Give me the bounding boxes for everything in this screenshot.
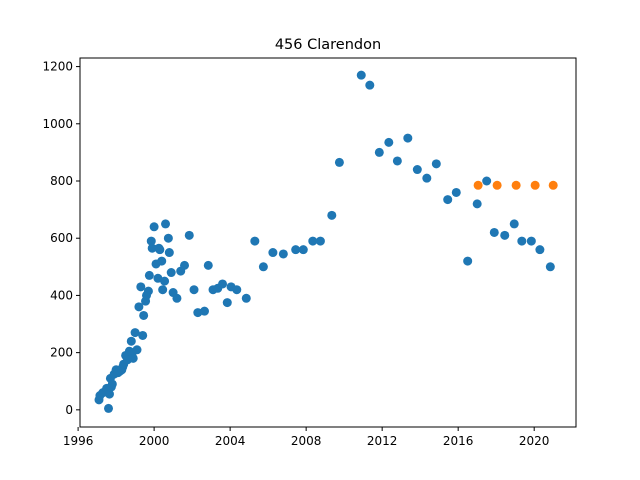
data-point-s0-71: [334, 157, 344, 167]
data-point-s0-90: [526, 236, 536, 246]
data-point-s0-62: [250, 236, 260, 246]
data-point-s0-26: [138, 330, 148, 340]
data-point-s0-68: [308, 236, 318, 246]
data-point-s0-89: [517, 236, 527, 246]
y-tick-label: 800: [50, 174, 73, 188]
x-tick-label: 2008: [291, 434, 322, 448]
data-point-s0-78: [412, 165, 422, 175]
data-point-s0-44: [164, 248, 174, 258]
data-point-s0-23: [132, 345, 142, 355]
data-point-s0-30: [143, 286, 153, 296]
data-point-s0-75: [384, 137, 394, 147]
data-point-s0-39: [157, 256, 167, 266]
data-point-s0-74: [374, 147, 384, 157]
data-point-s0-51: [189, 285, 199, 295]
data-point-s0-22: [130, 328, 140, 338]
data-point-s0-80: [431, 159, 441, 169]
data-point-s0-42: [161, 219, 171, 229]
data-point-s0-41: [160, 276, 170, 286]
data-point-s1-0: [473, 180, 483, 190]
data-point-s0-34: [149, 222, 159, 232]
data-point-s0-27: [139, 310, 149, 320]
axes: 1996 2000 2004 2008 2012 2016 2020 0 200 400 600 80…: [42, 57, 577, 448]
data-point-s1-1: [492, 180, 502, 190]
data-point-s0-47: [172, 293, 182, 303]
data-point-s0-21: [128, 353, 138, 363]
data-point-s0-82: [451, 187, 461, 197]
x-tick-label: 1996: [63, 434, 94, 448]
data-point-s0-8: [107, 379, 117, 389]
data-point-s0-67: [298, 245, 308, 255]
data-point-s0-32: [146, 236, 156, 246]
data-point-s0-4: [104, 403, 114, 413]
data-point-s0-45: [166, 268, 176, 278]
data-point-s0-19: [126, 336, 136, 346]
data-point-s0-57: [218, 279, 228, 289]
data-point-s0-43: [163, 233, 173, 243]
data-point-s0-84: [472, 199, 482, 209]
y-tick-label: 600: [50, 231, 73, 245]
plot-frame: [79, 57, 577, 428]
y-tick-label: 1200: [42, 60, 73, 74]
data-point-s0-31: [144, 270, 154, 280]
data-point-s0-64: [268, 248, 278, 258]
data-point-s0-92: [545, 262, 555, 272]
data-point-s0-69: [315, 236, 325, 246]
x-tick-label: 2004: [215, 434, 246, 448]
x-tick-label: 2020: [519, 434, 550, 448]
data-point-s0-50: [184, 230, 194, 240]
data-point-s0-83: [463, 256, 473, 266]
data-point-s0-65: [278, 249, 288, 259]
data-point-s0-70: [327, 210, 337, 220]
y-tick-label: 400: [50, 288, 73, 302]
data-point-s0-91: [535, 245, 545, 255]
data-point-s0-63: [258, 262, 268, 272]
data-point-s0-58: [222, 298, 232, 308]
data-point-s0-54: [203, 260, 213, 270]
data-point-s0-81: [443, 195, 453, 205]
y-tick-label: 1000: [42, 117, 73, 131]
data-point-s1-2: [511, 180, 521, 190]
x-tick-label: 2016: [443, 434, 474, 448]
data-point-s0-61: [241, 293, 251, 303]
data-point-s0-25: [136, 282, 146, 292]
data-point-s0-79: [422, 173, 432, 183]
plot-area: [94, 70, 558, 413]
data-point-s0-87: [500, 230, 510, 240]
data-point-s0-86: [489, 227, 499, 237]
data-point-s0-85: [482, 176, 492, 186]
data-point-s0-66: [291, 245, 301, 255]
data-point-s1-3: [530, 180, 540, 190]
data-point-s0-40: [158, 285, 168, 295]
data-point-s0-60: [232, 285, 242, 295]
data-point-s0-5: [104, 389, 114, 399]
y-tick-label: 200: [50, 346, 73, 360]
data-point-s0-33: [147, 243, 157, 253]
data-point-s1-4: [548, 180, 558, 190]
data-point-s0-38: [155, 245, 165, 255]
data-point-s0-24: [134, 302, 144, 312]
data-point-s0-76: [392, 156, 402, 166]
y-tick-label: 0: [65, 403, 73, 417]
data-point-s0-73: [365, 80, 375, 90]
data-point-s0-88: [509, 219, 519, 229]
x-tick-label: 2012: [367, 434, 398, 448]
data-point-s0-53: [199, 306, 209, 316]
chart-title: 456 Clarendon: [275, 37, 381, 53]
x-tick-label: 2000: [139, 434, 170, 448]
data-point-s0-49: [180, 260, 190, 270]
data-point-s0-77: [403, 133, 413, 143]
data-point-s0-72: [356, 70, 366, 80]
